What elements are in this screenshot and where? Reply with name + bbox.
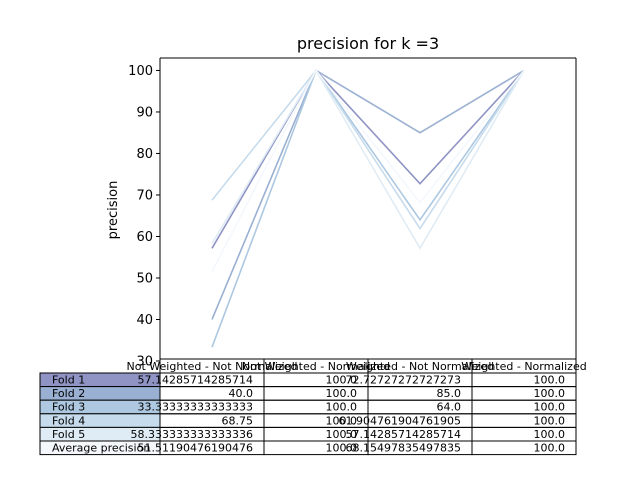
series-line-2 (211, 69, 525, 320)
table-cell-value: 100.0 (534, 374, 566, 387)
table-cell-value: 100.0 (534, 442, 566, 455)
table-row-label: Fold 1 (52, 374, 85, 387)
table-cell-value: 57.14285714285714 (346, 428, 461, 441)
table-row-label: Fold 3 (52, 401, 85, 414)
table-column-header: Not Weighted - Not Normalized (127, 360, 298, 373)
y-tick-label: 40 (136, 313, 153, 328)
table-cell-value: 100.0 (534, 414, 566, 427)
y-tick-label: 50 (136, 271, 153, 286)
series-line-5 (211, 68, 525, 250)
table-cell-value: 100.0 (326, 387, 358, 400)
table-cell-value: 64.0 (437, 401, 462, 414)
table-cell-value: 72.72727272727273 (346, 374, 461, 387)
table-cell-value: 100.0 (326, 428, 358, 441)
y-axis: 30 40 50 60 70 80 90 100 (128, 64, 160, 370)
y-tick-label: 30 (136, 355, 153, 370)
plot-area (159, 57, 577, 361)
table-cell-value: 58.333333333333336 (131, 428, 253, 441)
series-line-1 (211, 69, 525, 249)
table-cell-value: 61.904761904761905 (339, 414, 461, 427)
table-cell-value: 57.14285714285714 (138, 374, 253, 387)
table-row-label: Fold 2 (52, 387, 85, 400)
chart-title: precision for k =3 (297, 34, 439, 53)
table-cell-value: 100.0 (326, 374, 358, 387)
table-cell-value: 68.75 (222, 414, 254, 427)
table-cell-value: 68.15497835497835 (346, 442, 461, 455)
table-row-label: Average precision (52, 442, 150, 455)
table-cell-value: 100.0 (326, 414, 358, 427)
series-line-4 (211, 69, 525, 231)
y-tick-label: 70 (136, 188, 153, 203)
table-cell-value: 100.0 (326, 442, 358, 455)
table-cell-value: 100.0 (326, 401, 358, 414)
y-tick-label: 90 (136, 105, 153, 120)
table-row-label: Fold 4 (52, 414, 85, 427)
series-line-6 (211, 68, 525, 273)
table-cell-value: 100.0 (534, 387, 566, 400)
table-column-header: Weighted - Normalized (461, 360, 586, 373)
table-column-header: Weighted - Not Normalized (346, 360, 494, 373)
table-cell-value: 100.0 (534, 428, 566, 441)
table-cell (471, 440, 577, 456)
y-tick-label: 60 (136, 230, 153, 245)
series-line-3 (211, 68, 525, 348)
table-cell-value: 51.51190476190476 (138, 442, 253, 455)
table-cell-value: 40.0 (229, 387, 254, 400)
table-cell-value: 33.33333333333333 (138, 401, 253, 414)
table-column-header: Not Weighted - Normalized (242, 360, 390, 373)
table-cell-value: 85.0 (437, 387, 462, 400)
table-row-label: Fold 5 (52, 428, 85, 441)
y-axis-label: precision (106, 181, 121, 240)
table-cell-value: 100.0 (534, 401, 566, 414)
y-tick-label: 80 (136, 147, 153, 162)
y-tick-label: 100 (128, 64, 153, 79)
